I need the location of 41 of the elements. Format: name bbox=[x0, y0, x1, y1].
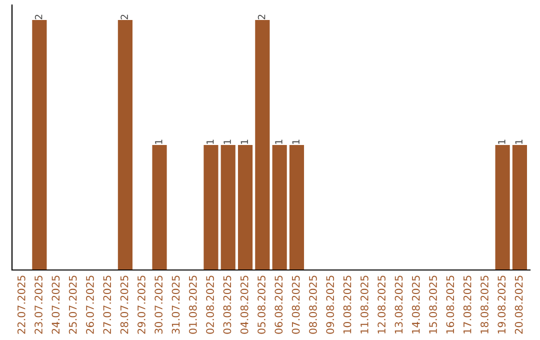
x-tick-label: 13.08.2025 bbox=[394, 276, 403, 334]
data-label: 1 bbox=[275, 140, 282, 144]
x-tick-label: 29.07.2025 bbox=[138, 276, 146, 334]
x-tick-label: 06.08.2025 bbox=[274, 276, 283, 334]
x-tick-label: 22.07.2025 bbox=[17, 276, 26, 334]
data-label: 1 bbox=[206, 140, 214, 144]
x-tick-label: 08.08.2025 bbox=[309, 276, 317, 334]
data-label: 1 bbox=[498, 140, 506, 144]
data-label: 2 bbox=[258, 14, 266, 20]
x-tick-label: 11.08.2025 bbox=[360, 276, 368, 334]
x-tick-label: 10.08.2025 bbox=[343, 276, 352, 334]
x-tick-label: 02.08.2025 bbox=[206, 276, 214, 334]
x-tick-label: 01.08.2025 bbox=[188, 276, 197, 334]
x-tick-label: 09.08.2025 bbox=[326, 276, 334, 334]
x-tick-label: 15.08.2025 bbox=[429, 276, 437, 334]
x-tick-label: 28.07.2025 bbox=[120, 276, 128, 334]
x-tick-label: 07.08.2025 bbox=[292, 276, 300, 334]
x-tick-label: 12.08.2025 bbox=[378, 276, 386, 334]
data-label: 1 bbox=[515, 140, 522, 144]
x-tick-label: 04.08.2025 bbox=[240, 276, 248, 334]
x-tick-label: 05.08.2025 bbox=[258, 276, 266, 334]
x-tick-label: 20.08.2025 bbox=[514, 276, 523, 334]
x-tick-label: 14.08.2025 bbox=[412, 276, 420, 334]
x-tick-label: 25.07.2025 bbox=[68, 276, 77, 334]
x-tick-label: 30.07.2025 bbox=[154, 276, 163, 334]
x-tick-label: 26.07.2025 bbox=[86, 276, 94, 334]
x-tick-label: 16.08.2025 bbox=[446, 276, 454, 334]
data-label: 1 bbox=[292, 140, 300, 144]
data-label: 2 bbox=[34, 14, 42, 20]
x-tick-label: 23.07.2025 bbox=[34, 276, 42, 334]
data-label: 1 bbox=[240, 140, 248, 144]
data-label: 1 bbox=[224, 140, 231, 144]
x-tick-label: 18.08.2025 bbox=[480, 276, 488, 334]
x-tick-label: 17.08.2025 bbox=[463, 276, 472, 334]
x-tick-label: 03.08.2025 bbox=[223, 276, 232, 334]
x-tick-label: 24.07.2025 bbox=[52, 276, 60, 334]
x-tick-label: 19.08.2025 bbox=[498, 276, 506, 334]
x-tick-label: 27.07.2025 bbox=[103, 276, 112, 334]
data-label: 2 bbox=[120, 14, 128, 20]
x-tick-label: 31.07.2025 bbox=[172, 276, 180, 334]
data-label: 1 bbox=[155, 140, 162, 144]
